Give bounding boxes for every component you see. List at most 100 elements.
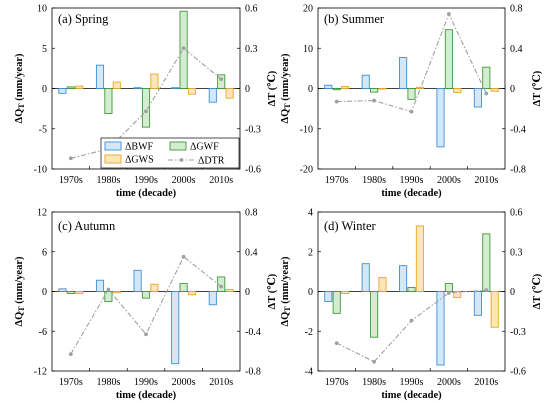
y-tick-label: -4 [305, 367, 313, 378]
dtr-point-2010s [219, 284, 224, 289]
bar-gws-1990s [415, 225, 424, 292]
y2-axis-label: ΔT (℃) [532, 273, 543, 309]
dtr-point-2010s [484, 288, 489, 293]
y-tick-label: 0 [42, 287, 47, 298]
bar-gwf-1990s [407, 287, 416, 292]
bar-bwf-1990s [399, 265, 408, 292]
bar-gws-1990s [150, 283, 159, 292]
bar-gws-1970s [341, 291, 350, 294]
bar-gws-1980s [112, 291, 121, 294]
bar-gws-1990s [150, 73, 159, 89]
y-tick-label: 6 [42, 247, 47, 258]
dtr-point-1980s [372, 98, 376, 103]
bar-bwf-2000s [436, 291, 445, 366]
y-tick-label: 20 [303, 4, 313, 15]
bar-bwf-1970s [58, 288, 67, 292]
y-tick-label: 0 [308, 287, 313, 298]
bar-bwf-1980s [361, 263, 370, 292]
y-tick-label: -6 [39, 327, 47, 338]
bar-bwf-1970s [58, 88, 67, 94]
bar-gws-2000s [453, 88, 462, 93]
legend-swatch-gws [104, 154, 122, 164]
dtr-point-2000s [181, 254, 186, 259]
bar-gwf-1970s [332, 291, 341, 314]
x-tick-label: 2000s [437, 377, 461, 388]
bar-bwf-1990s [133, 87, 142, 89]
y-axis-label: ΔQT (mm/year) [280, 53, 292, 123]
legend-swatch-bwf [104, 141, 122, 151]
x-tick-label: 1990s [400, 175, 424, 186]
y-tick-label: -10 [34, 165, 47, 176]
y-tick-label: -12 [34, 367, 47, 378]
bar-gwf-1970s [332, 88, 341, 91]
y2-tick-label: 0.4 [245, 247, 258, 258]
x-tick-label: 1980s [96, 175, 120, 186]
dtr-point-2000s [447, 12, 451, 16]
dtr-line [70, 255, 222, 355]
y2-axis-label: ΔT (℃) [267, 70, 278, 106]
dtr-line [336, 289, 487, 363]
dtr-point-2010s [484, 91, 489, 96]
dtr-point-1990s [409, 318, 414, 323]
panel-spring: -10 -5 0 5 10 -0.6 -0.3 0 0.3 0.6 1970s 1980s 1990s 2… [14, 4, 278, 200]
x-tick-label: 2010s [474, 175, 498, 186]
bar-gwf-1990s [141, 291, 151, 299]
bar-bwf-2010s [473, 88, 482, 108]
bar-gws-1980s [378, 277, 387, 292]
y2-tick-label: 0.8 [510, 4, 523, 15]
y2-tick-label: -0.6 [510, 367, 526, 378]
bar-bwf-1990s [399, 57, 408, 89]
dtr-point-1980s [106, 287, 111, 292]
panel-summer: -20 -10 0 10 20 -0.8 -0.4 0 0.4 0.8 1970s 1980s 1990… [280, 4, 543, 200]
x-axis-label: time (decade) [116, 390, 177, 401]
y2-tick-label: 0.3 [245, 44, 258, 55]
x-tick-label: 2000s [172, 377, 196, 388]
bar-gws-1970s [341, 86, 350, 89]
y-tick-label: -5 [39, 124, 47, 135]
x-tick-label: 1990s [134, 377, 158, 388]
x-tick-label: 2010s [209, 377, 233, 388]
legend-label-gwf: ΔGWF [190, 142, 219, 153]
dtr-point-1990s [409, 109, 414, 114]
legend-label-dtr: ΔDTR [198, 156, 225, 167]
bar-bwf-2000s [171, 87, 180, 89]
bar-gwf-2000s [444, 283, 453, 292]
y2-tick-label: -0.8 [510, 165, 526, 176]
panel-title: (c) Autumn [58, 219, 116, 233]
legend-label-bwf: ΔBWF [125, 142, 154, 153]
y-tick-label: 4 [308, 208, 313, 219]
bar-gwf-1970s [66, 86, 75, 89]
y-axis-label: ΔQT (mm/year) [280, 256, 292, 326]
bar-gws-2000s [187, 291, 197, 296]
y-tick-label: 0 [308, 84, 313, 95]
bar-gwf-1990s [407, 88, 416, 100]
dtr-point-2000s [447, 290, 451, 295]
bar-bwf-1970s [324, 84, 333, 89]
bar-gws-1970s [75, 85, 84, 89]
x-axis-label: time (decade) [116, 188, 177, 199]
y2-tick-label: 0.8 [245, 208, 258, 219]
y-tick-label: 12 [37, 208, 47, 219]
y2-tick-label: -0.3 [510, 327, 526, 338]
bar-gwf-1980s [104, 88, 113, 114]
x-tick-label: 1970s [325, 175, 349, 186]
y2-tick-label: 0 [245, 287, 250, 298]
bar-gwf-2010s [217, 74, 226, 89]
y-tick-label: 10 [37, 4, 47, 15]
bar-gws-1980s [112, 81, 121, 89]
y2-axis-label: ΔT (℃) [267, 273, 278, 309]
bar-gws-2000s [187, 88, 197, 95]
x-axis-label: time (decade) [381, 188, 442, 199]
x-tick-label: 1970s [325, 377, 349, 388]
y2-tick-label: 0.3 [510, 247, 523, 258]
legend-label-gws: ΔGWS [125, 155, 154, 166]
x-tick-label: 1980s [96, 377, 120, 388]
y-tick-label: -10 [300, 124, 313, 135]
y-axis-label: ΔQT (mm/year) [14, 256, 26, 326]
legend-swatch-gwf [169, 141, 187, 151]
y2-tick-label: -0.4 [510, 124, 526, 135]
bar-gwf-2000s [179, 283, 188, 292]
y2-tick-label: -0.6 [245, 165, 261, 176]
panel-autumn: -12 -6 0 6 12 -0.8 -0.4 0 0.4 0.8 1970s 1980s 1990s 2… [14, 208, 278, 402]
